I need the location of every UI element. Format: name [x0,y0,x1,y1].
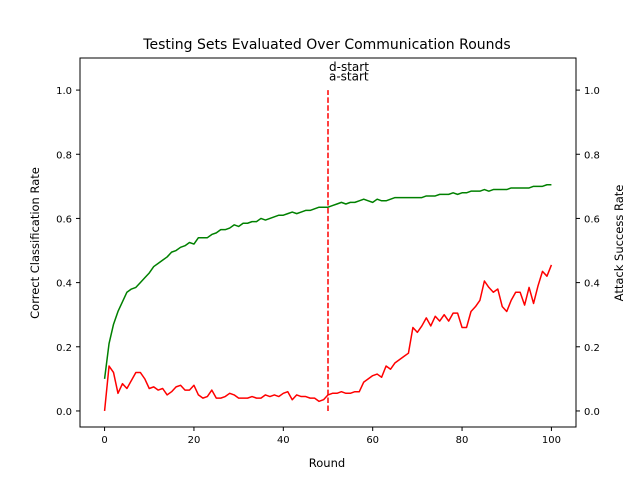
left-y-axis: 0.0 0.2 0.4 0.6 0.8 1.0 [56,86,80,418]
right-y-axis: 0.0 0.2 0.4 0.6 0.8 1.0 [576,86,600,418]
x-axis: 0 20 40 60 80 100 [101,427,561,446]
annotation-a-start: a-start [329,69,369,83]
right-y-tick-label: 1.0 [584,86,600,97]
x-tick-label: 60 [366,435,379,446]
right-y-tick-label: 0.2 [584,343,600,354]
right-y-tick-label: 0.0 [584,407,600,418]
right-y-axis-label: Attack Success Rate [612,185,626,302]
left-y-tick-label: 0.0 [56,407,72,418]
right-y-tick-label: 0.8 [584,150,600,161]
plot-frame [79,57,577,428]
left-y-tick-label: 1.0 [56,86,72,97]
left-y-tick-label: 0.4 [56,279,72,290]
left-y-tick-label: 0.2 [56,343,72,354]
annotation-d-start: d-start [329,60,369,74]
x-tick-label: 40 [277,435,290,446]
left-y-tick-label: 0.8 [56,150,72,161]
x-tick-label: 0 [101,435,107,446]
x-axis-label: Round [309,456,345,470]
left-y-axis-label: Correct Classification Rate [28,167,42,319]
series-line-correct-classification-rate [103,183,552,379]
x-tick-label: 80 [456,435,469,446]
right-y-tick-label: 0.4 [584,279,600,290]
left-y-tick-label: 0.6 [56,214,72,225]
x-tick-label: 100 [542,435,561,446]
x-tick-label: 20 [188,435,201,446]
right-y-tick-label: 0.6 [584,214,600,225]
series-layer [103,90,553,412]
chart-title: Testing Sets Evaluated Over Communicatio… [142,37,510,53]
